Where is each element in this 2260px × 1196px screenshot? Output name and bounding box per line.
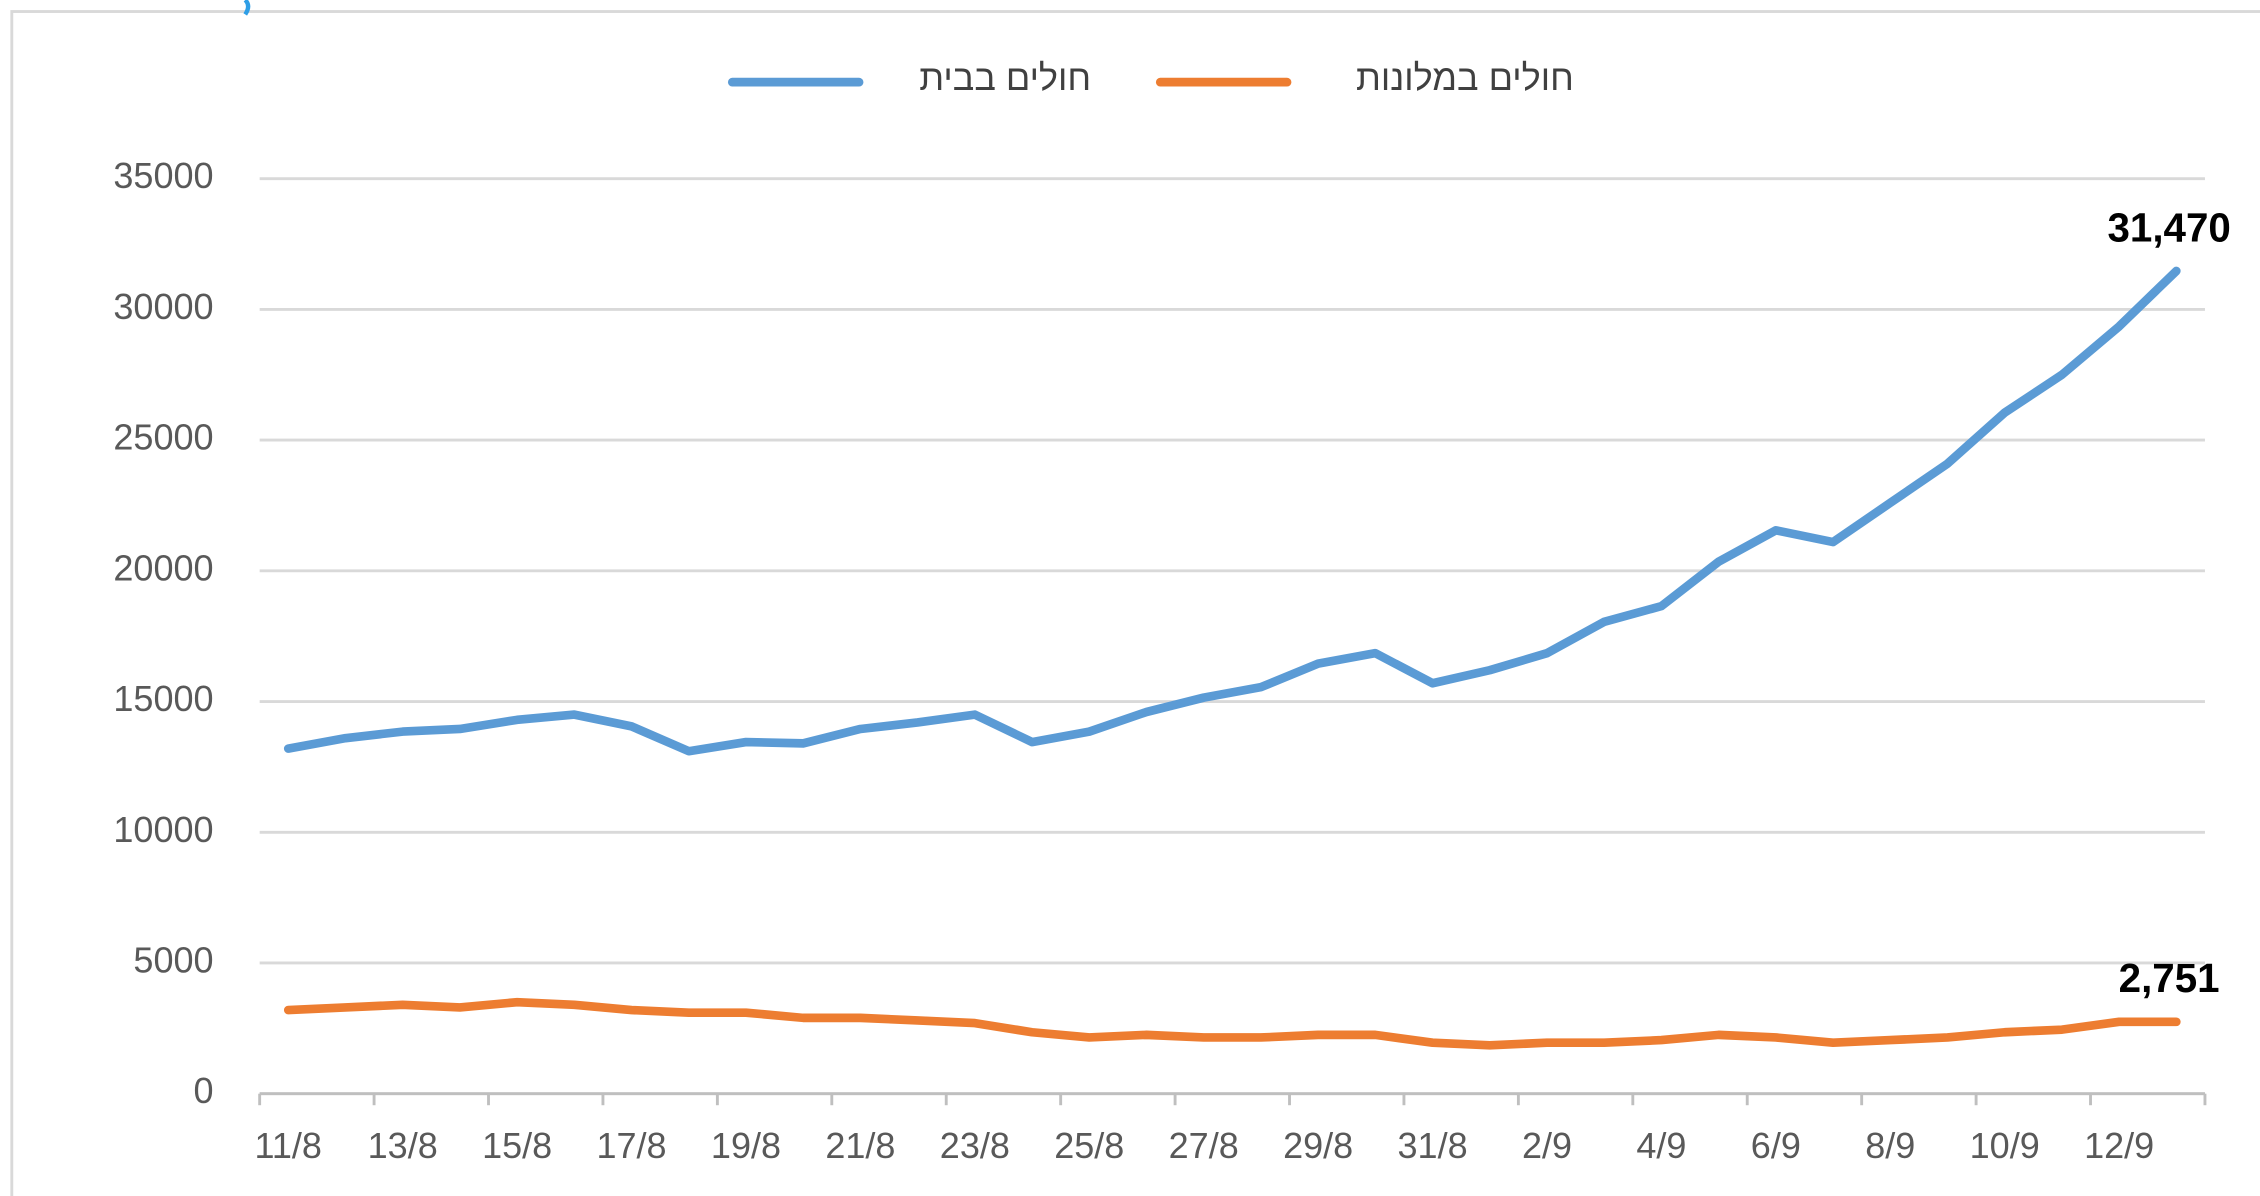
y-tick-label: 5000 [133, 939, 213, 980]
y-tick-label: 25000 [113, 417, 213, 458]
x-tick-label: 6/9 [1751, 1125, 1801, 1166]
x-tick-label: 4/9 [1636, 1125, 1686, 1166]
y-tick-label: 35000 [113, 155, 213, 196]
x-tick-label: 12/9 [2084, 1125, 2154, 1166]
x-tick-label: 13/8 [368, 1125, 438, 1166]
x-tick-label: 31/8 [1398, 1125, 1468, 1166]
x-tick-label: 10/9 [1970, 1125, 2040, 1166]
y-tick-label: 15000 [113, 678, 213, 719]
x-tick-label: 8/9 [1865, 1125, 1915, 1166]
data-label: 31,470 [2107, 204, 2230, 250]
series-line [283, 266, 2181, 756]
chart-frame [10, 10, 2260, 1196]
x-tick-label: 27/8 [1169, 1125, 1239, 1166]
decoration [243, 0, 251, 16]
y-tick-label: 30000 [113, 286, 213, 327]
x-tick-label: 2/9 [1522, 1125, 1572, 1166]
x-tick-label: 15/8 [482, 1125, 552, 1166]
data-label: 2,751 [2119, 955, 2220, 1001]
legend-label: חולים בבית [919, 57, 1091, 98]
series-line [283, 997, 2181, 1050]
x-tick-label: 17/8 [596, 1125, 666, 1166]
y-tick-label: 0 [194, 1070, 214, 1111]
legend-label: חולים במלונות [1356, 57, 1574, 98]
x-tick-label: 21/8 [825, 1125, 895, 1166]
y-tick-label: 20000 [113, 547, 213, 588]
y-tick-label: 10000 [113, 809, 213, 850]
x-tick-label: 29/8 [1283, 1125, 1353, 1166]
x-tick-label: 25/8 [1054, 1125, 1124, 1166]
x-tick-label: 19/8 [711, 1125, 781, 1166]
x-tick-label: 11/8 [255, 1125, 322, 1166]
x-tick-label: 23/8 [940, 1125, 1010, 1166]
